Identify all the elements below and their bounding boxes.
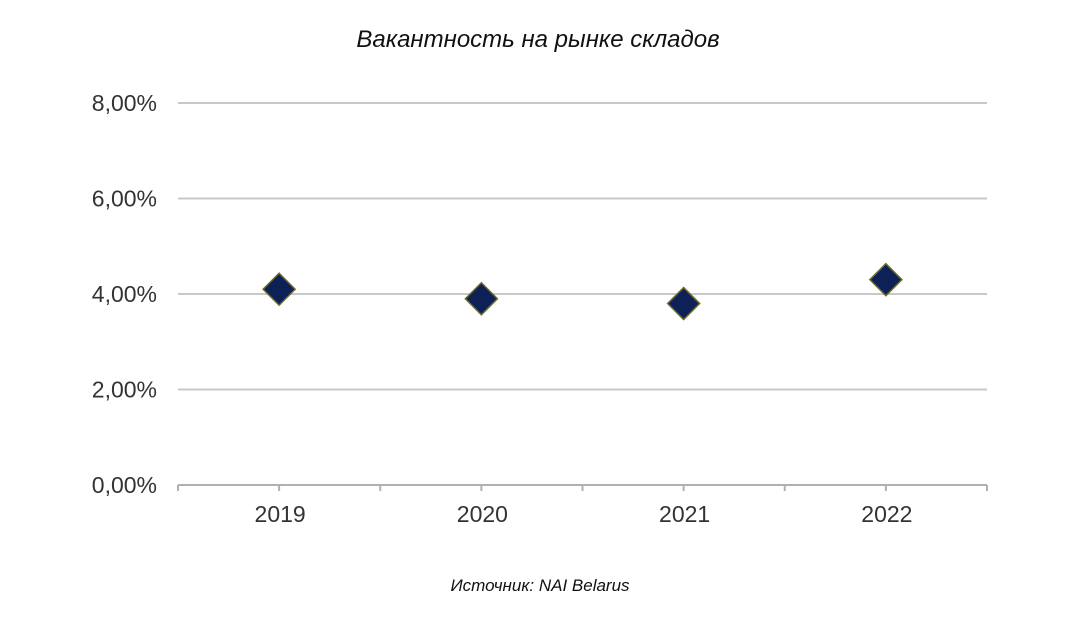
x-tick-label: 2021	[659, 501, 710, 527]
y-tick-label: 0,00%	[92, 472, 157, 498]
y-tick-label: 6,00%	[92, 186, 157, 212]
x-axis-labels: 2019 2020 2021 2022	[255, 501, 913, 527]
y-tick-label: 4,00%	[92, 281, 157, 307]
grid-lines	[178, 102, 987, 391]
data-points	[262, 262, 903, 321]
data-point	[666, 286, 701, 321]
data-point	[262, 272, 297, 307]
x-tick-label: 2019	[255, 501, 306, 527]
x-tick-label: 2022	[861, 501, 912, 527]
data-point	[868, 262, 903, 297]
data-point	[464, 281, 499, 316]
y-tick-label: 8,00%	[92, 90, 157, 116]
y-axis-labels: 0,00% 2,00% 4,00% 6,00% 8,00%	[92, 90, 157, 498]
x-tick-label: 2020	[457, 501, 508, 527]
chart-title: Вакантность на рынке складов	[356, 26, 719, 53]
y-tick-label: 2,00%	[92, 377, 157, 403]
source-note: Источник: NAI Belarus	[450, 576, 630, 595]
x-axis	[177, 484, 988, 491]
